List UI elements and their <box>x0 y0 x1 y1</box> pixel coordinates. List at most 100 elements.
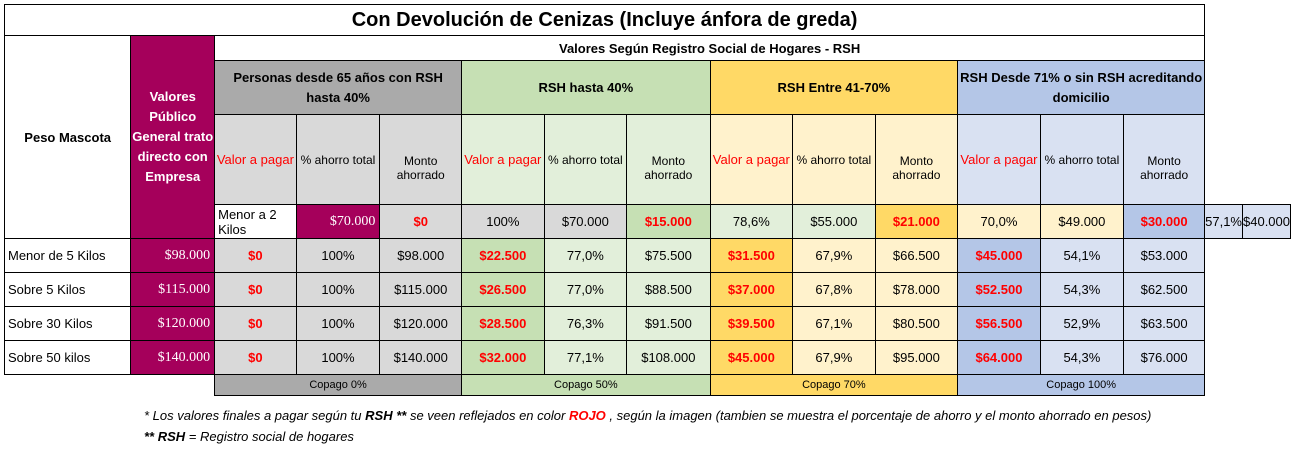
pay-cell: $15.000 <box>626 204 711 239</box>
peso-mascota-header: Peso Mascota <box>3 35 132 239</box>
pay-cell: $52.500 <box>957 272 1041 307</box>
pay-cell: $39.500 <box>709 306 794 341</box>
saved-cell: $78.000 <box>874 272 959 307</box>
footnote-2: ** RSH = Registro social de hogares <box>144 429 1151 450</box>
footnote-rsh: ** RSH <box>144 429 186 444</box>
valores-publico-header: Valores Público General trato directo co… <box>130 35 216 239</box>
pct-cell: 77,1% <box>543 340 628 375</box>
group-header-65: Personas desde 65 años con RSH hasta 40% <box>214 60 463 115</box>
copago-cell: Copago 0% <box>214 374 463 396</box>
publico-price-cell: $115.000 <box>130 272 216 307</box>
footnote-text: , según la imagen (tambien se muestra el… <box>605 408 1152 423</box>
saved-cell: $95.000 <box>874 340 959 375</box>
prices-table: Con Devolución de Cenizas (Incluye ánfor… <box>3 4 1291 396</box>
subheader-pct: % ahorro total <box>295 114 381 205</box>
saved-cell: $63.500 <box>1123 306 1206 341</box>
publico-price-cell: $140.000 <box>130 340 216 375</box>
pct-cell: 100% <box>461 204 545 239</box>
pay-cell: $32.000 <box>461 340 545 375</box>
group-header-rsh41-70: RSH Entre 41-70% <box>709 60 959 115</box>
table-row: Sobre 5 Kilos $115.000 $0 100% $115.000 … <box>3 272 1291 307</box>
pay-cell: $0 <box>214 272 297 307</box>
subheader-pay: Valor a pagar <box>709 114 794 205</box>
table-row: Sobre 30 Kilos $120.000 $0 100% $120.000… <box>3 306 1291 341</box>
saved-cell: $76.000 <box>1123 340 1206 375</box>
pay-cell: $26.500 <box>461 272 545 307</box>
footnote-rsh: RSH ** <box>365 408 407 423</box>
copago-cell: Copago 70% <box>709 374 959 396</box>
saved-cell: $55.000 <box>792 204 876 239</box>
footnote-rojo: ROJO <box>568 408 606 423</box>
pay-cell: $31.500 <box>709 238 794 273</box>
saved-cell: $108.000 <box>626 340 711 375</box>
pct-cell: 67,9% <box>792 340 876 375</box>
group-header-rsh40: RSH hasta 40% <box>461 60 711 115</box>
pay-cell: $37.000 <box>709 272 794 307</box>
subheader-pay: Valor a pagar <box>214 114 297 205</box>
subheader-saved: Monto ahorrado <box>379 114 463 205</box>
subheader-pay: Valor a pagar <box>461 114 545 205</box>
saved-cell: $40.000 <box>1242 204 1291 239</box>
pct-cell: 76,3% <box>543 306 628 341</box>
pay-cell: $30.000 <box>1123 204 1206 239</box>
pay-cell: $56.500 <box>957 306 1041 341</box>
saved-cell: $120.000 <box>379 306 463 341</box>
subheader-pay: Valor a pagar <box>957 114 1041 205</box>
publico-price-cell: $70.000 <box>295 204 381 239</box>
saved-cell: $88.500 <box>626 272 711 307</box>
saved-cell: $80.500 <box>874 306 959 341</box>
saved-cell: $75.500 <box>626 238 711 273</box>
pay-cell: $0 <box>214 340 297 375</box>
pay-cell: $64.000 <box>957 340 1041 375</box>
footnote-text: * Los valores finales a pagar según tu <box>144 408 366 423</box>
subheader-pct: % ahorro total <box>1039 114 1125 205</box>
pct-cell: 100% <box>295 272 381 307</box>
copago-row: Copago 0% Copago 50% Copago 70% Copago 1… <box>5 374 1291 396</box>
pct-cell: 54,1% <box>1039 238 1125 273</box>
saved-cell: $140.000 <box>379 340 463 375</box>
peso-cell: Sobre 50 kilos <box>3 340 132 375</box>
empty-cell <box>5 375 131 396</box>
table-row: Menor de 5 Kilos $98.000 $0 100% $98.000… <box>3 238 1291 273</box>
pct-cell: 100% <box>295 238 381 273</box>
table-title: Con Devolución de Cenizas (Incluye ánfor… <box>3 4 1206 36</box>
saved-cell: $49.000 <box>1039 204 1125 239</box>
pay-cell: $45.000 <box>709 340 794 375</box>
peso-cell: Menor de 5 Kilos <box>3 238 132 273</box>
pct-cell: 77,0% <box>543 238 628 273</box>
subheader-saved: Monto ahorrado <box>626 114 711 205</box>
saved-cell: $62.500 <box>1123 272 1206 307</box>
pct-cell: 67,1% <box>792 306 876 341</box>
pay-cell: $28.500 <box>461 306 545 341</box>
publico-price-cell: $98.000 <box>130 238 216 273</box>
pay-cell: $0 <box>214 306 297 341</box>
saved-cell: $98.000 <box>379 238 463 273</box>
peso-cell: Sobre 30 Kilos <box>3 306 132 341</box>
saved-cell: $53.000 <box>1123 238 1206 273</box>
pct-cell: 67,8% <box>792 272 876 307</box>
rsh-section-header: Valores Según Registro Social de Hogares… <box>214 35 1206 61</box>
footnote-text: = Registro social de hogares <box>185 429 354 444</box>
footnote-text: se veen reflejados en color <box>406 408 569 423</box>
pay-cell: $0 <box>379 204 463 239</box>
footnotes: * Los valores finales a pagar según tu R… <box>144 408 1151 450</box>
pct-cell: 57,1% <box>1204 204 1243 239</box>
saved-cell: $91.500 <box>626 306 711 341</box>
peso-cell: Sobre 5 Kilos <box>3 272 132 307</box>
copago-cell: Copago 50% <box>461 374 711 396</box>
saved-cell: $66.500 <box>874 238 959 273</box>
table-row: Sobre 50 kilos $140.000 $0 100% $140.000… <box>3 340 1291 375</box>
subheader-pct: % ahorro total <box>543 114 628 205</box>
saved-cell: $115.000 <box>379 272 463 307</box>
pct-cell: 67,9% <box>792 238 876 273</box>
footnote-1: * Los valores finales a pagar según tu R… <box>144 408 1151 429</box>
pay-cell: $0 <box>214 238 297 273</box>
pay-cell: $21.000 <box>874 204 959 239</box>
subheader-saved: Monto ahorrado <box>1123 114 1206 205</box>
copago-cell: Copago 100% <box>957 374 1206 396</box>
publico-price-cell: $120.000 <box>130 306 216 341</box>
pct-cell: 52,9% <box>1039 306 1125 341</box>
peso-cell: Menor a 2 Kilos <box>214 204 297 239</box>
pct-cell: 54,3% <box>1039 340 1125 375</box>
group-header-rsh71: RSH Desde 71% o sin RSH acreditando domi… <box>957 60 1206 115</box>
